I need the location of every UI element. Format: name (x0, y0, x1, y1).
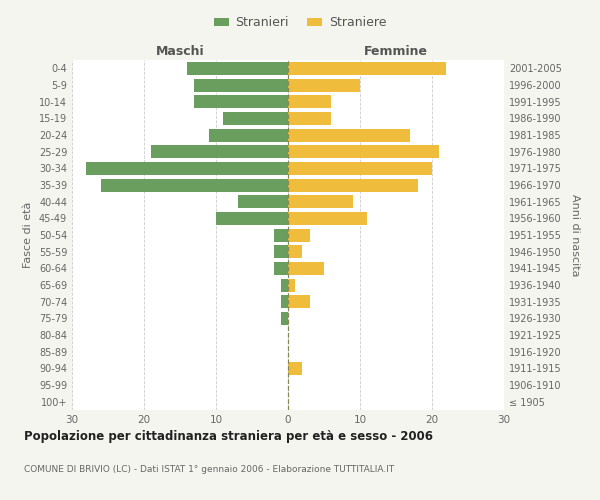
Bar (288, 295, 310, 308)
Y-axis label: Anni di nascita: Anni di nascita (570, 194, 580, 276)
Legend: Stranieri, Straniere: Stranieri, Straniere (209, 11, 391, 34)
Text: Femmine: Femmine (364, 46, 428, 59)
Bar (194, 78, 288, 92)
Bar (86, 162, 288, 175)
Bar (288, 178, 418, 192)
Bar (288, 62, 446, 75)
Bar (288, 212, 367, 225)
Bar (288, 95, 331, 108)
Bar (288, 162, 432, 175)
Bar (238, 195, 288, 208)
Bar (281, 312, 288, 325)
Bar (274, 262, 288, 275)
Bar (274, 245, 288, 258)
Bar (288, 228, 310, 241)
Bar (274, 228, 288, 241)
Bar (194, 95, 288, 108)
Bar (288, 245, 302, 258)
Bar (281, 278, 288, 291)
Bar (288, 262, 324, 275)
Bar (187, 62, 288, 75)
Bar (101, 178, 288, 192)
Bar (288, 78, 360, 92)
Bar (288, 145, 439, 158)
Bar (223, 112, 288, 125)
Bar (288, 362, 302, 375)
Text: Popolazione per cittadinanza straniera per età e sesso - 2006: Popolazione per cittadinanza straniera p… (24, 430, 433, 443)
Y-axis label: Fasce di età: Fasce di età (23, 202, 33, 268)
Text: COMUNE DI BRIVIO (LC) - Dati ISTAT 1° gennaio 2006 - Elaborazione TUTTITALIA.IT: COMUNE DI BRIVIO (LC) - Dati ISTAT 1° ge… (24, 465, 394, 474)
Bar (216, 212, 288, 225)
Bar (288, 278, 295, 291)
Bar (281, 295, 288, 308)
Bar (288, 195, 353, 208)
Bar (288, 112, 331, 125)
Bar (151, 145, 288, 158)
Bar (288, 128, 410, 141)
Bar (209, 128, 288, 141)
Text: Maschi: Maschi (155, 46, 205, 59)
